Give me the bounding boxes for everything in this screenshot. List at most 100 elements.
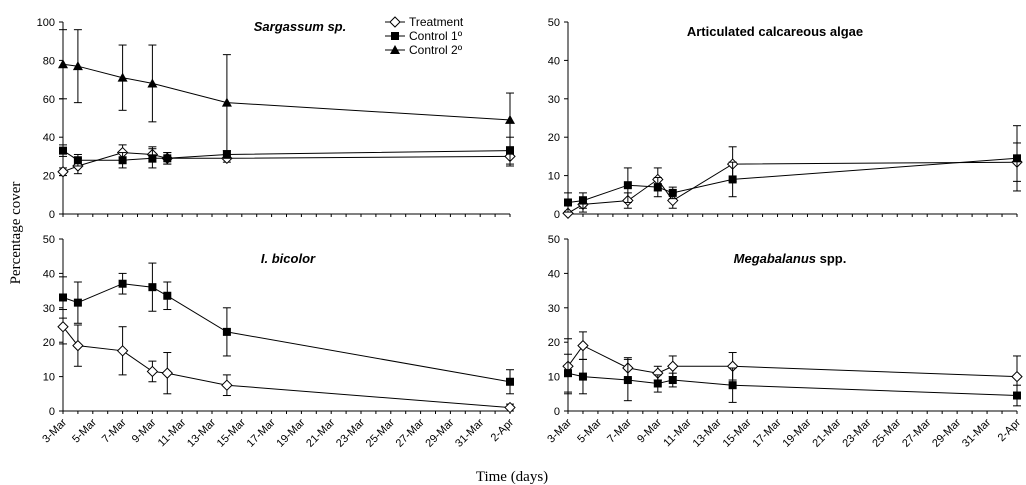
chart-panel-1: 0 20 40 60 80 100 Sargassum sp. <box>37 17 516 221</box>
data-point-square <box>578 196 587 205</box>
y-tick-label: 30 <box>548 303 560 315</box>
y-tick-label: 100 <box>37 17 55 29</box>
y-tick-label: 30 <box>43 303 55 315</box>
legend-item-control-1: Control 1º <box>385 29 463 43</box>
chart-panel-2: 0 10 20 30 40 50 Articulated calcareous algae <box>548 17 1023 221</box>
x-tick-label: 2-Apr <box>996 416 1024 444</box>
x-tick-label: 5-Mar <box>70 416 99 445</box>
data-point-square <box>728 175 737 184</box>
data-point-square <box>163 154 172 163</box>
legend-label-control-1: Control 1º <box>409 29 463 43</box>
data-point-diamond <box>1011 370 1023 383</box>
data-point-square <box>506 377 514 386</box>
x-tick-label: 7-Mar <box>100 416 129 445</box>
x-tick-label: 13-Mar <box>691 416 724 449</box>
data-point-triangle <box>117 72 128 82</box>
legend-marker-square <box>391 32 399 40</box>
data-point-diamond <box>562 207 574 219</box>
series-control-1 <box>59 136 514 169</box>
y-tick-label: 10 <box>548 171 560 183</box>
legend-marker-diamond <box>389 16 401 28</box>
data-point-square <box>506 146 514 155</box>
series-line <box>567 344 1018 378</box>
series-line <box>567 372 1018 396</box>
y-tick-label: 30 <box>548 94 560 106</box>
series-treatment <box>562 142 1023 219</box>
y-axis-label: Percentage cover <box>8 182 24 285</box>
y-tick-label: 80 <box>43 55 55 67</box>
chart-panel-3: 0 10 20 30 40 50 3-Mar 5-Mar 7-Mar 9-Mar11-Mar13-… <box>40 234 516 450</box>
x-tick-label: 25-Mar <box>870 416 903 449</box>
data-point-square <box>623 181 632 190</box>
y-tick-label: 40 <box>548 268 560 280</box>
x-tick-label: 19-Mar <box>274 416 307 449</box>
x-tick-label: 21-Mar <box>304 416 337 449</box>
x-tick-label: 13-Mar <box>185 416 218 449</box>
x-tick-label: 27-Mar <box>394 416 427 449</box>
data-point-diamond <box>161 367 174 379</box>
data-point-square <box>1013 391 1021 400</box>
legend: Treatment Control 1º Control 2º <box>385 15 464 57</box>
data-point-square <box>668 376 677 385</box>
legend-marker-triangle <box>390 45 400 54</box>
y-tick-label: 10 <box>548 372 560 384</box>
x-tick-label: 23-Mar <box>840 416 873 449</box>
y-tick-label: 0 <box>554 406 560 418</box>
y-tick-label: 50 <box>43 234 55 246</box>
y-tick-label: 20 <box>548 337 560 349</box>
data-point-square <box>59 146 67 155</box>
x-tick-label: 11-Mar <box>156 416 189 449</box>
x-tick-label: 29-Mar <box>930 416 963 449</box>
data-point-square <box>653 183 662 192</box>
data-point-diamond <box>577 339 589 352</box>
data-point-square <box>59 293 67 302</box>
y-tick-label: 0 <box>49 406 55 418</box>
y-tick-label: 20 <box>548 132 560 144</box>
x-tick-label: 31-Mar <box>960 416 993 449</box>
data-point-square <box>148 283 157 292</box>
x-tick-label: 3-Mar <box>545 416 574 445</box>
legend-label-control-2: Control 2º <box>409 43 463 57</box>
series-treatment <box>57 309 516 414</box>
data-point-diamond <box>146 365 159 378</box>
data-point-square <box>578 372 587 381</box>
x-tick-label: 7-Mar <box>605 416 634 445</box>
data-point-square <box>222 150 231 159</box>
data-point-square <box>73 298 82 307</box>
y-tick-label: 50 <box>548 234 560 246</box>
x-tick-label: 29-Mar <box>423 416 456 449</box>
data-point-square <box>728 381 737 390</box>
x-tick-label: 17-Mar <box>751 416 784 449</box>
series-line <box>62 150 511 161</box>
x-tick-label: 11-Mar <box>661 416 694 449</box>
legend-item-control-2: Control 2º <box>385 43 463 57</box>
data-point-triangle <box>221 97 232 107</box>
y-tick-label: 0 <box>554 209 560 221</box>
x-tick-label: 15-Mar <box>215 416 248 449</box>
series-control-1 <box>59 262 514 395</box>
x-tick-label: 19-Mar <box>780 416 813 449</box>
y-tick-label: 20 <box>43 171 55 183</box>
data-point-triangle <box>147 78 158 88</box>
data-point-square <box>73 156 82 165</box>
y-tick-label: 40 <box>43 268 55 280</box>
data-point-square <box>1013 154 1021 163</box>
data-point-diamond <box>57 321 69 333</box>
series-control-2 <box>58 29 515 152</box>
x-tick-label: 23-Mar <box>334 416 367 449</box>
data-point-square <box>564 369 572 378</box>
data-point-diamond <box>667 360 679 372</box>
legend-item-treatment: Treatment <box>385 15 464 29</box>
data-point-square <box>222 327 231 336</box>
data-point-diamond <box>221 379 233 391</box>
series-line <box>62 283 511 383</box>
data-point-square <box>148 154 157 163</box>
chart-panel-4: 0 10 20 30 40 50 3-Mar 5-Mar 7-Mar 9-Mar11-Mar13-… <box>545 234 1023 450</box>
data-point-diamond <box>72 339 84 352</box>
x-tick-label: 31-Mar <box>453 416 486 449</box>
series-line <box>62 63 511 121</box>
panel-title: Sargassum sp. <box>254 19 347 34</box>
data-point-square <box>163 291 172 300</box>
data-point-square <box>653 379 662 388</box>
panel-title: I. bicolor <box>261 251 316 266</box>
